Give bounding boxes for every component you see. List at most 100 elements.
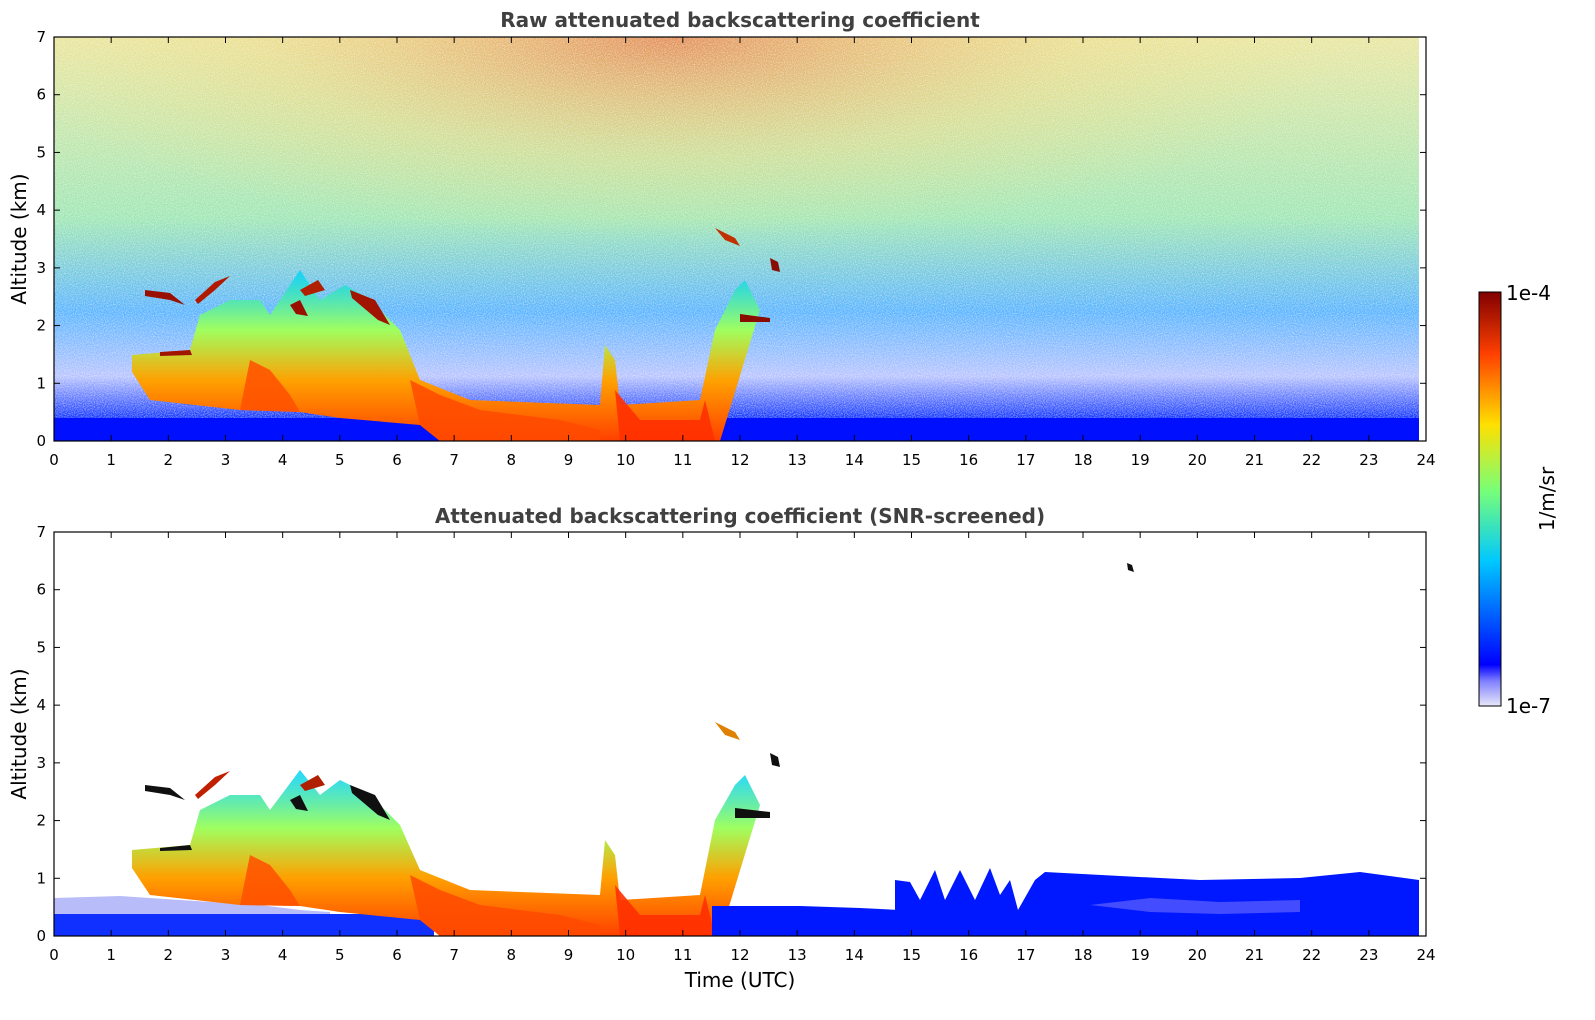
y-tick-label: 7 (36, 523, 46, 541)
x-tick-label: 11 (673, 946, 692, 964)
screened-aerosol-core-2 (410, 875, 600, 936)
screened-surface-layer-left (54, 914, 434, 936)
colorbar-unit-label: 1/m/sr (1535, 466, 1559, 531)
y-tick-label: 4 (36, 201, 46, 219)
x-tick-label: 10 (616, 946, 635, 964)
screened-cloud-1 (145, 785, 185, 800)
y-tick-label: 6 (36, 581, 46, 599)
x-tick-label: 5 (335, 451, 345, 469)
x-tick-label: 6 (392, 946, 402, 964)
x-tick-label: 12 (730, 946, 749, 964)
x-tick-label: 4 (278, 451, 288, 469)
x-tick-label: 23 (1359, 946, 1378, 964)
chart-title-screened: Attenuated backscattering coefficient (S… (435, 504, 1045, 528)
screened-cloud-7 (735, 808, 770, 818)
screened-cloud-6 (160, 845, 192, 851)
y-tick-label: 1 (36, 869, 46, 887)
x-tick-label: 17 (1016, 946, 1035, 964)
screened-blue-layer-1 (712, 906, 900, 936)
x-tick-label: 16 (959, 946, 978, 964)
y-tick-label: 3 (36, 754, 46, 772)
x-tick-label: 15 (902, 451, 921, 469)
x-tick-label: 16 (959, 451, 978, 469)
x-tick-label: 5 (335, 946, 345, 964)
raw-cloud-3 (290, 300, 308, 316)
x-tick-label: 18 (1073, 946, 1092, 964)
panel-raw: Raw attenuated backscattering coefficien… (7, 8, 1436, 469)
xlabel-screened: Time (UTC) (684, 968, 796, 992)
x-tick-label: 11 (673, 451, 692, 469)
screened-aerosol-core-3 (615, 885, 715, 936)
raw-aerosol-core-2 (410, 380, 600, 441)
x-tick-label: 13 (788, 451, 807, 469)
screened-light-band (1090, 898, 1300, 914)
screened-cloud-5 (350, 785, 390, 820)
x-tick-label: 12 (730, 451, 749, 469)
chart-title-raw: Raw attenuated backscattering coefficien… (500, 8, 980, 32)
x-tick-label: 22 (1302, 451, 1321, 469)
x-tick-label: 2 (164, 946, 174, 964)
screened-aerosol-core-1 (240, 855, 300, 906)
screened-cloud-3 (290, 795, 308, 811)
ylabel-raw: Altitude (km) (7, 173, 31, 304)
raw-cloud-1 (145, 290, 185, 305)
x-tick-label: 18 (1073, 451, 1092, 469)
x-tick-label: 2 (164, 451, 174, 469)
x-tick-label: 20 (1188, 946, 1207, 964)
x-tick-label: 21 (1245, 946, 1264, 964)
ticks-raw: 0 1 2 3 4 5 6 7 8 9 10 11 12 13 14 15 16 17 18 19 20 21 22 23 24… (36, 28, 1435, 469)
x-tick-label: 24 (1416, 946, 1435, 964)
x-tick-label: 9 (564, 946, 574, 964)
x-tick-label: 19 (1131, 451, 1150, 469)
raw-cloud-6 (160, 350, 192, 356)
x-tick-label: 0 (49, 946, 59, 964)
y-tick-label: 2 (36, 812, 46, 830)
x-tick-label: 22 (1302, 946, 1321, 964)
heatmap-screened (54, 532, 1426, 936)
raw-cloud-7 (740, 314, 770, 322)
y-tick-label: 3 (36, 259, 46, 277)
x-tick-label: 17 (1016, 451, 1035, 469)
ticks-screened: 0 1 2 3 4 5 6 7 8 9 10 11 12 13 14 15 16 17 18 19 20 21 22 23 24… (36, 523, 1435, 964)
screened-cloud-2 (195, 771, 230, 799)
x-tick-label: 1 (106, 946, 116, 964)
colorbar-gradient (1478, 291, 1502, 707)
x-tick-label: 4 (278, 946, 288, 964)
x-tick-label: 13 (788, 946, 807, 964)
raw-cloud-4 (300, 280, 325, 296)
screened-cloud-8 (770, 753, 780, 767)
screened-cloud-9 (715, 722, 740, 740)
screened-cloud-4 (300, 775, 325, 791)
raw-cloud-8 (770, 258, 780, 272)
x-tick-label: 14 (845, 946, 864, 964)
raw-cloud-5 (350, 290, 390, 325)
x-tick-label: 24 (1416, 451, 1435, 469)
y-tick-label: 0 (36, 927, 46, 945)
x-tick-label: 1 (106, 451, 116, 469)
y-tick-label: 5 (36, 143, 46, 161)
heatmap-raw (54, 37, 1419, 441)
y-tick-label: 1 (36, 374, 46, 392)
raw-cloud-2 (195, 276, 230, 304)
x-tick-label: 0 (49, 451, 59, 469)
raw-aerosol-core-1 (240, 360, 300, 412)
x-tick-label: 19 (1131, 946, 1150, 964)
raw-aerosol-core-3 (615, 390, 715, 441)
x-tick-label: 23 (1359, 451, 1378, 469)
x-tick-label: 14 (845, 451, 864, 469)
x-tick-label: 21 (1245, 451, 1264, 469)
y-tick-label: 7 (36, 28, 46, 46)
x-tick-label: 20 (1188, 451, 1207, 469)
x-tick-label: 8 (507, 946, 517, 964)
x-tick-label: 8 (507, 451, 517, 469)
x-tick-label: 9 (564, 451, 574, 469)
panel-screened: Attenuated backscattering coefficient (S… (7, 504, 1436, 992)
y-tick-label: 6 (36, 86, 46, 104)
y-tick-label: 4 (36, 696, 46, 714)
x-tick-label: 3 (221, 946, 231, 964)
y-tick-label: 5 (36, 638, 46, 656)
colorbar: 1e-4 1e-7 1/m/sr (1478, 281, 1559, 718)
colorbar-max-label: 1e-4 (1506, 281, 1551, 305)
y-tick-label: 2 (36, 317, 46, 335)
